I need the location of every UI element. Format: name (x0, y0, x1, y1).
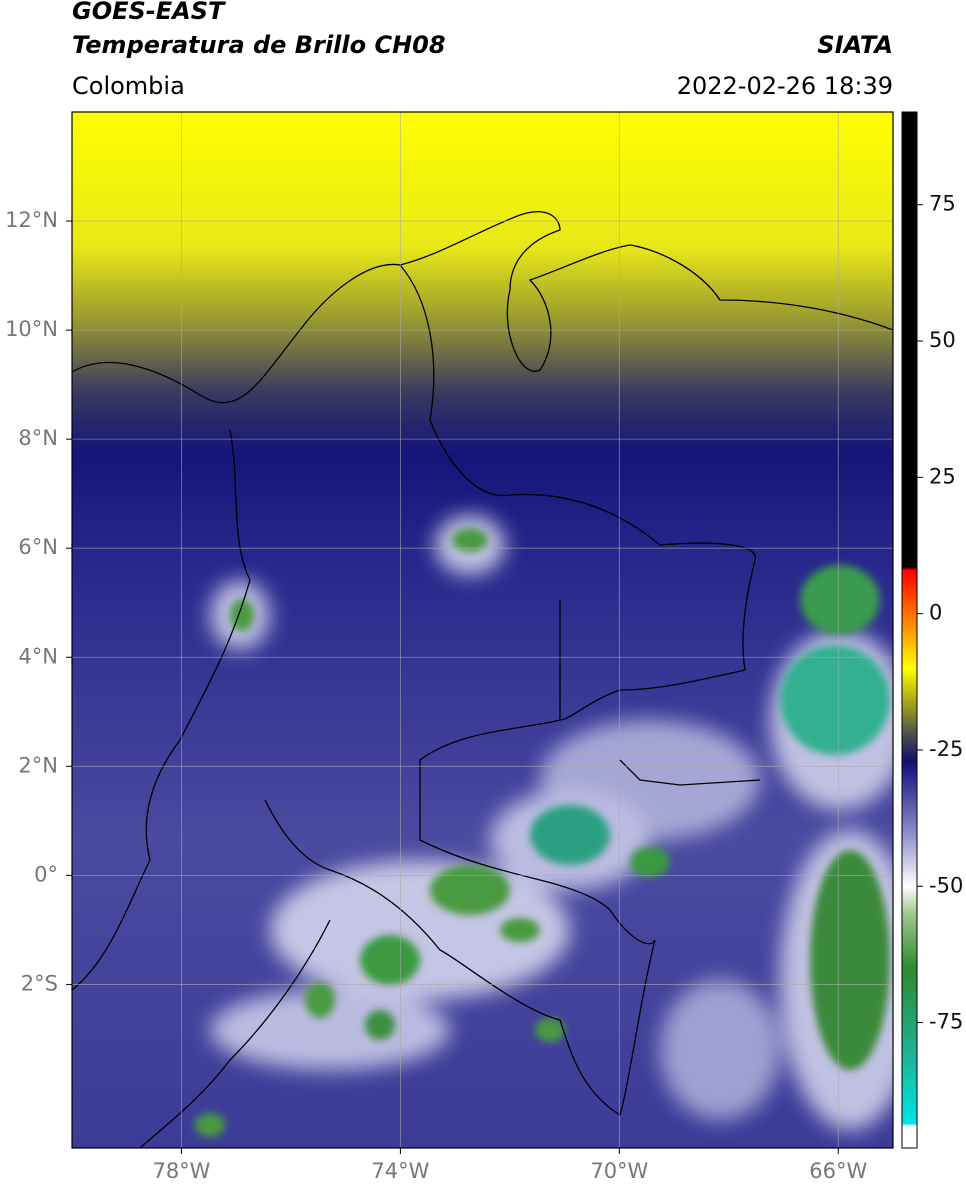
x-tick-label: 66°W (809, 1159, 867, 1183)
colorbar-frame (901, 111, 918, 1149)
y-tick-label: 12°N (5, 208, 58, 232)
source-label: SIATA (817, 31, 893, 59)
y-tick-label: 6°N (18, 535, 58, 559)
product-title: Temperatura de Brillo CH08 (72, 31, 446, 59)
satellite-image (72, 112, 893, 1148)
y-tick-label: 8°N (18, 426, 58, 450)
colorbar-tick-label: 25 (929, 464, 956, 488)
colorbar-tick-label: 50 (929, 328, 956, 352)
x-tick-label: 78°W (152, 1159, 210, 1183)
y-tick-label: 2°N (18, 753, 58, 777)
colorbar (902, 112, 917, 1148)
y-tick-label: 2°S (21, 971, 58, 995)
satellite-title: GOES-EAST (72, 0, 226, 25)
y-tick-label: 0° (34, 862, 58, 886)
x-tick-label: 70°W (590, 1159, 648, 1183)
colorbar-tick-label: 0 (929, 601, 942, 625)
colorbar-tick-label: -75 (929, 1010, 963, 1034)
colorbar-tick-label: -50 (929, 873, 963, 897)
colorbar-tick-label: -25 (929, 737, 963, 761)
colorbar-tick-label: 75 (929, 192, 956, 216)
map-frame (71, 111, 894, 1149)
y-tick-label: 4°N (18, 644, 58, 668)
timestamp: 2022-02-26 18:39 (677, 72, 893, 100)
region-label: Colombia (72, 72, 185, 100)
x-tick-label: 74°W (371, 1159, 429, 1183)
y-tick-label: 10°N (5, 317, 58, 341)
